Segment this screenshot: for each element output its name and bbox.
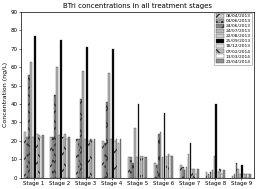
Bar	[156, 165, 158, 178]
Bar	[237, 169, 239, 178]
Bar	[210, 172, 211, 178]
Bar	[92, 141, 94, 178]
Bar	[245, 174, 247, 178]
Bar	[215, 104, 217, 178]
Bar	[38, 135, 40, 178]
Bar	[104, 143, 106, 178]
Bar	[243, 174, 245, 178]
Bar	[26, 137, 28, 178]
Bar	[30, 62, 32, 178]
Y-axis label: Concentration (ng/L): Concentration (ng/L)	[3, 62, 8, 127]
Bar	[40, 137, 42, 178]
Bar	[106, 102, 108, 178]
Bar	[188, 154, 189, 178]
Bar	[212, 170, 213, 178]
Bar	[32, 137, 34, 178]
Bar	[214, 156, 215, 178]
Bar	[58, 135, 60, 178]
Bar	[52, 137, 54, 178]
Bar	[108, 73, 110, 178]
Bar	[171, 156, 173, 178]
Bar	[145, 157, 147, 178]
Bar	[232, 176, 233, 178]
Bar	[249, 174, 251, 178]
Bar	[76, 139, 78, 178]
Bar	[114, 141, 115, 178]
Bar	[240, 174, 241, 178]
Bar	[102, 141, 104, 178]
Title: BTri concentrations in all treatment stages: BTri concentrations in all treatment sta…	[63, 3, 212, 9]
Bar	[191, 169, 193, 178]
Bar	[160, 132, 161, 178]
Bar	[134, 128, 136, 178]
Bar	[66, 139, 68, 178]
Bar	[62, 137, 64, 178]
Bar	[190, 143, 191, 178]
Bar	[54, 95, 56, 178]
Bar	[24, 132, 26, 178]
Bar	[28, 75, 30, 178]
Bar	[140, 156, 141, 178]
Bar	[90, 139, 91, 178]
Bar	[162, 157, 163, 178]
Bar	[132, 163, 134, 178]
Bar	[154, 163, 156, 178]
Bar	[36, 134, 38, 178]
Bar	[166, 156, 167, 178]
Bar	[136, 157, 137, 178]
Bar	[80, 98, 82, 178]
Bar	[118, 143, 120, 178]
Bar	[235, 163, 237, 178]
Bar	[247, 174, 249, 178]
Bar	[184, 170, 186, 178]
Bar	[194, 169, 195, 178]
Bar	[169, 156, 171, 178]
Bar	[241, 165, 243, 178]
Bar	[112, 49, 114, 178]
Bar	[164, 113, 166, 178]
Bar	[219, 169, 221, 178]
Bar	[86, 47, 88, 178]
Bar	[168, 154, 169, 178]
Bar	[128, 157, 130, 178]
Bar	[180, 165, 182, 178]
Bar	[88, 141, 90, 178]
Bar	[195, 174, 197, 178]
Bar	[110, 139, 112, 178]
Bar	[56, 67, 58, 178]
Bar	[217, 172, 219, 178]
Bar	[34, 36, 36, 178]
Bar	[68, 137, 69, 178]
Bar	[142, 156, 143, 178]
Bar	[60, 40, 62, 178]
Bar	[120, 139, 121, 178]
Bar	[158, 134, 160, 178]
Bar	[116, 139, 117, 178]
Bar	[221, 174, 223, 178]
Legend: 08/04/2013, 04/06/2013, 24/06/2013, 24/07/2013, 22/08/2013, 25/09/2013, 18/12/20: 08/04/2013, 04/06/2013, 24/06/2013, 24/0…	[214, 12, 252, 65]
Bar	[94, 139, 95, 178]
Bar	[130, 157, 132, 178]
Bar	[138, 104, 140, 178]
Bar	[206, 172, 207, 178]
Bar	[64, 134, 66, 178]
Bar	[50, 137, 52, 178]
Bar	[208, 174, 209, 178]
Bar	[84, 139, 86, 178]
Bar	[42, 135, 44, 178]
Bar	[223, 170, 225, 178]
Bar	[197, 169, 199, 178]
Bar	[234, 174, 235, 178]
Bar	[82, 71, 84, 178]
Bar	[186, 167, 187, 178]
Bar	[78, 139, 80, 178]
Bar	[182, 167, 183, 178]
Bar	[144, 157, 145, 178]
